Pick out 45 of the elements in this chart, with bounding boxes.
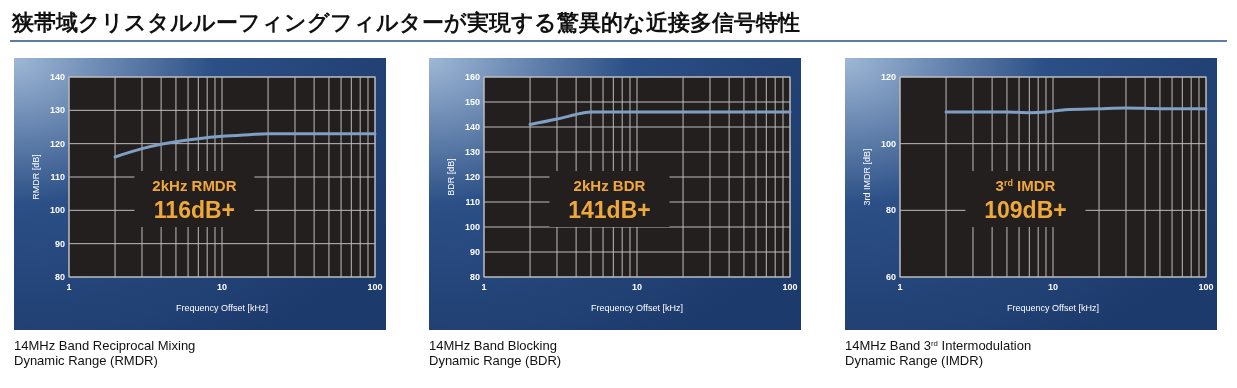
y-tick-label: 80	[885, 205, 896, 216]
y-tick-label: 140	[464, 122, 480, 132]
annotation: 116dB+	[153, 197, 236, 223]
text: 14MHz Band 3$^{rd}$ Intermodulation Dynamic Range (IMDR)	[845, 338, 1032, 368]
y-tick-label: 120	[880, 72, 896, 82]
x-axis-title: Frequency Offset [kHz]	[176, 303, 268, 313]
x-tick-label: 100	[1198, 282, 1214, 292]
y-axis-title: RMDR [dB]	[31, 154, 41, 200]
y-tick-label: 60	[885, 272, 896, 282]
y-axis-title: 3rd IMDR [dB]	[862, 148, 872, 206]
x-tick-label: 10	[216, 282, 228, 292]
annotation: 3$^{rd}$ IMDR	[995, 177, 1056, 194]
y-tick-label: 90	[54, 238, 65, 249]
y-tick-label: 100	[464, 222, 480, 232]
y-tick-label: 100	[880, 138, 896, 149]
annotation: 141dB+	[568, 197, 651, 223]
x-tick-label: 100	[782, 282, 798, 292]
y-tick-label: 160	[464, 72, 480, 82]
y-tick-label: 90	[469, 247, 480, 257]
y-tick-label: 150	[464, 97, 480, 107]
annotation: 2kHz RMDR	[152, 177, 237, 194]
x-tick-label: 1	[897, 282, 903, 292]
text: 14MHz Band Blocking Dynamic Range (BDR)	[429, 338, 562, 368]
annotation: 109dB+	[984, 197, 1067, 223]
x-tick-label: 10	[1047, 282, 1059, 292]
y-tick-label: 100	[49, 205, 65, 216]
x-axis-title: Frequency Offset [kHz]	[591, 303, 683, 313]
x-tick-label: 100	[367, 282, 383, 292]
x-tick-label: 10	[631, 282, 643, 292]
y-axis-title: BDR [dB]	[446, 158, 456, 196]
y-tick-label: 130	[49, 105, 65, 116]
y-tick-label: 110	[50, 172, 65, 182]
y-tick-label: 80	[54, 272, 65, 282]
chart-title: 狭帯域クリスタルルーフィングフィルターが実現する驚異的な近接多信号特性	[11, 9, 800, 35]
x-tick-label: 1	[66, 282, 72, 292]
text: 14MHz Band Reciprocal Mixing Dynamic Range (RMDR)	[14, 338, 196, 368]
annotation: 2kHz BDR	[573, 177, 646, 194]
y-tick-label: 110	[465, 197, 480, 207]
y-tick-label: 120	[49, 138, 65, 149]
x-tick-label: 1	[481, 282, 487, 292]
y-tick-label: 130	[464, 147, 480, 157]
x-axis-title: Frequency Offset [kHz]	[1007, 303, 1099, 313]
y-tick-label: 80	[469, 272, 480, 282]
y-tick-label: 120	[464, 172, 480, 182]
y-tick-label: 140	[49, 72, 65, 82]
